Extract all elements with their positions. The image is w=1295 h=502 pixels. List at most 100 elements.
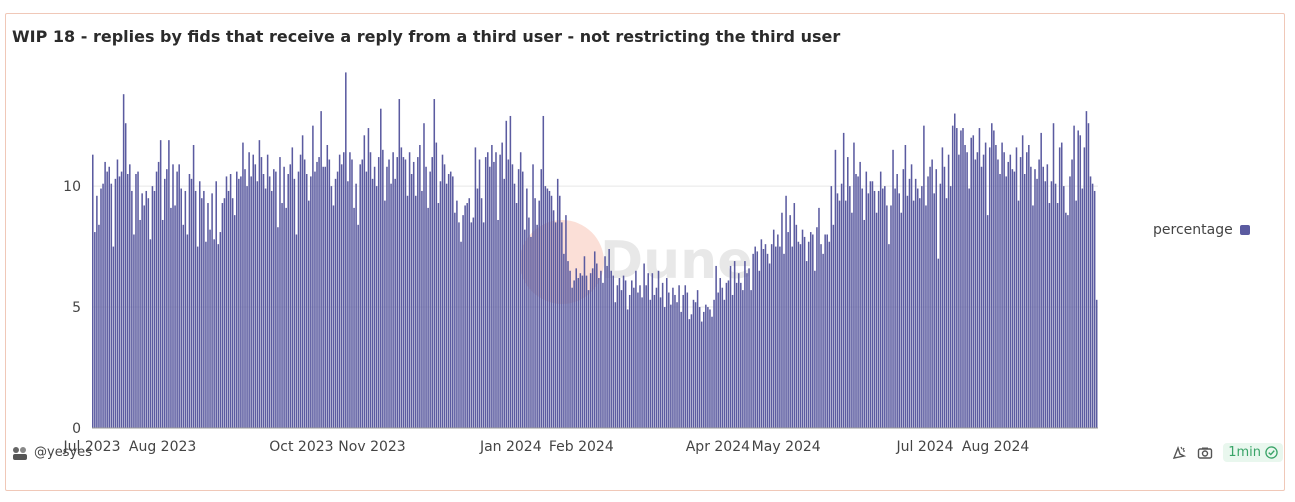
bar[interactable]: [464, 205, 466, 428]
bar[interactable]: [530, 236, 532, 428]
bar[interactable]: [209, 229, 211, 428]
bar[interactable]: [602, 282, 604, 428]
bar[interactable]: [268, 176, 271, 428]
bar[interactable]: [929, 166, 931, 428]
bar[interactable]: [384, 200, 386, 428]
bar[interactable]: [468, 198, 471, 428]
camera-icon[interactable]: [1197, 445, 1213, 461]
bar[interactable]: [476, 188, 479, 428]
bar[interactable]: [980, 166, 983, 428]
bar[interactable]: [116, 159, 119, 429]
bar[interactable]: [332, 205, 335, 428]
bar[interactable]: [133, 234, 135, 428]
bar[interactable]: [877, 190, 880, 428]
bar[interactable]: [412, 161, 415, 429]
bar[interactable]: [427, 207, 429, 428]
bar[interactable]: [589, 273, 592, 428]
bar[interactable]: [939, 183, 942, 428]
bar[interactable]: [137, 171, 139, 428]
bar[interactable]: [441, 154, 444, 428]
bar[interactable]: [213, 239, 215, 428]
bar[interactable]: [190, 178, 193, 428]
bar[interactable]: [429, 171, 431, 428]
bar[interactable]: [1065, 212, 1067, 428]
bar[interactable]: [1028, 144, 1030, 429]
bar[interactable]: [637, 292, 639, 428]
bar[interactable]: [390, 183, 392, 428]
bar[interactable]: [145, 190, 148, 428]
bar[interactable]: [960, 130, 962, 428]
bar[interactable]: [507, 159, 510, 429]
bar[interactable]: [684, 285, 687, 428]
bar[interactable]: [484, 157, 487, 428]
bar[interactable]: [626, 309, 629, 428]
bar[interactable]: [832, 224, 835, 428]
bar[interactable]: [349, 152, 351, 429]
bar[interactable]: [96, 195, 98, 428]
bar[interactable]: [694, 302, 697, 428]
bar[interactable]: [737, 273, 740, 428]
bar[interactable]: [974, 159, 977, 429]
bar[interactable]: [194, 190, 197, 428]
bar[interactable]: [402, 157, 405, 428]
bar[interactable]: [894, 188, 896, 428]
bar[interactable]: [100, 188, 102, 428]
bar[interactable]: [359, 164, 361, 428]
bar[interactable]: [330, 186, 333, 428]
bar[interactable]: [573, 280, 575, 428]
bar[interactable]: [956, 128, 958, 429]
bar[interactable]: [258, 140, 261, 428]
bar[interactable]: [575, 268, 577, 428]
bar[interactable]: [865, 171, 868, 428]
bar[interactable]: [933, 193, 935, 428]
bar[interactable]: [452, 176, 454, 428]
bar[interactable]: [1017, 200, 1020, 428]
bar[interactable]: [215, 181, 217, 428]
bar[interactable]: [910, 164, 913, 428]
bar[interactable]: [519, 152, 522, 429]
bar[interactable]: [628, 294, 631, 428]
bar[interactable]: [205, 241, 207, 428]
bar[interactable]: [252, 154, 255, 428]
bar[interactable]: [273, 169, 275, 428]
bar[interactable]: [242, 142, 244, 428]
bar[interactable]: [925, 205, 927, 428]
bar[interactable]: [696, 290, 699, 428]
bar[interactable]: [517, 169, 520, 428]
bar[interactable]: [686, 292, 689, 428]
bar[interactable]: [425, 166, 427, 428]
bar[interactable]: [863, 219, 866, 428]
bar[interactable]: [161, 219, 164, 428]
bar[interactable]: [92, 154, 94, 428]
bar[interactable]: [466, 203, 468, 428]
bar[interactable]: [324, 166, 327, 428]
bar[interactable]: [674, 294, 676, 428]
bar[interactable]: [762, 249, 765, 428]
bar[interactable]: [653, 294, 656, 428]
bar[interactable]: [830, 186, 833, 428]
bar[interactable]: [149, 239, 152, 428]
bar[interactable]: [1032, 205, 1034, 428]
bar[interactable]: [192, 144, 195, 429]
bar[interactable]: [855, 174, 857, 428]
bar[interactable]: [371, 178, 374, 428]
bar[interactable]: [908, 178, 911, 428]
bar[interactable]: [997, 159, 999, 429]
bar[interactable]: [458, 222, 460, 428]
bar[interactable]: [419, 144, 421, 429]
bar[interactable]: [262, 174, 265, 428]
bar[interactable]: [618, 278, 621, 428]
bar[interactable]: [1005, 176, 1007, 428]
bar[interactable]: [563, 253, 565, 428]
bar[interactable]: [906, 195, 909, 428]
bar[interactable]: [624, 280, 627, 428]
bar[interactable]: [692, 299, 695, 428]
bar[interactable]: [443, 164, 446, 428]
bar[interactable]: [639, 285, 641, 428]
bar[interactable]: [122, 94, 125, 428]
bar[interactable]: [279, 157, 281, 428]
bar[interactable]: [174, 205, 176, 428]
bar[interactable]: [314, 171, 316, 428]
bar[interactable]: [404, 159, 407, 429]
bar[interactable]: [886, 205, 888, 428]
